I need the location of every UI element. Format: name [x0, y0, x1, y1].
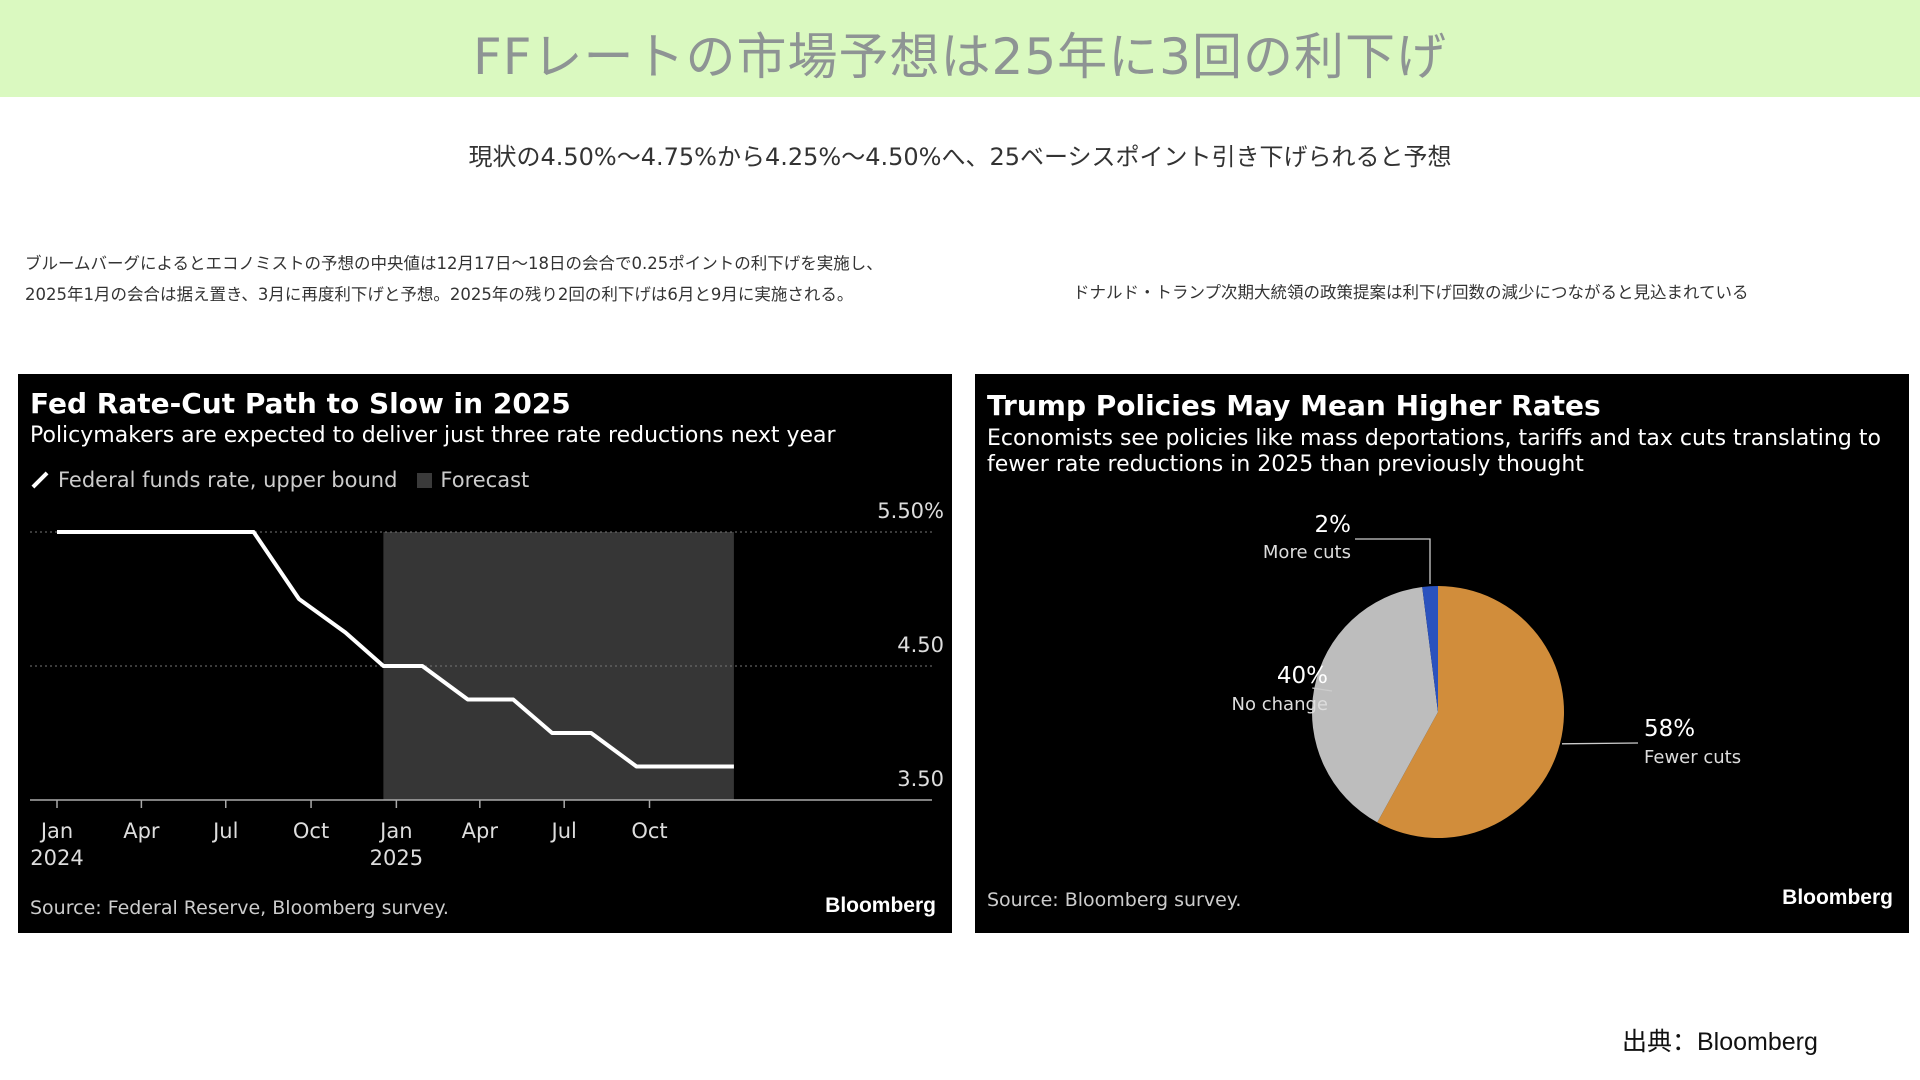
x-tick-label: Apr	[123, 819, 160, 843]
x-tick-year-label: 2025	[370, 846, 423, 870]
pie-slice-no-change	[1312, 586, 1438, 823]
pie-chart-plot: 58% Fewer cuts 40% No change 2% More cuts	[1232, 512, 1741, 838]
x-tick-label: Apr	[462, 819, 499, 843]
page-title: FFレートの市場予想は25年に3回の利下げ	[473, 28, 1447, 86]
legend-forecast-label: Forecast	[440, 468, 530, 492]
pie-category-label: No change	[1232, 694, 1328, 715]
x-tick-label: Jul	[550, 819, 577, 843]
legend-forecast-swatch	[417, 472, 433, 488]
source-credit: 出典：Bloomberg	[1622, 1028, 1818, 1056]
pie-leader-line	[1561, 742, 1639, 745]
pie-chart-subtitle: Economists see policies like mass deport…	[987, 426, 1881, 478]
line-chart-source: Source: Federal Reserve, Bloomberg surve…	[30, 897, 449, 919]
line-chart-title: Fed Rate-Cut Path to Slow in 2025	[30, 387, 571, 420]
pie-chart-title: Trump Policies May Mean Higher Rates	[987, 389, 1601, 422]
note-left-line1: ブルームバーグによるとエコノミストの予想の中央値は12月17日〜18日の会合で0…	[25, 254, 883, 273]
pie-leader-line	[1355, 538, 1431, 584]
pie-category-label: Fewer cuts	[1644, 747, 1741, 768]
pie-leader-line	[1312, 687, 1333, 692]
line-chart-subtitle: Policymakers are expected to deliver jus…	[30, 423, 836, 448]
note-left: ブルームバーグによるとエコノミストの予想の中央値は12月17日〜18日の会合で0…	[25, 248, 1025, 310]
pie-chart-subtitle-line2: fewer rate reductions in 2025 than previ…	[987, 452, 1584, 477]
policy-pie-chart-panel: Trump Policies May Mean Higher Rates Eco…	[975, 374, 1909, 933]
line-chart-legend: Federal funds rate, upper bound Forecast	[30, 468, 529, 492]
pie-category-label: More cuts	[1263, 542, 1351, 563]
x-tick-year-label: 2024	[30, 846, 83, 870]
pie-percent-label: 2%	[1315, 512, 1352, 538]
header-banner: FFレートの市場予想は25年に3回の利下げ	[0, 0, 1920, 97]
bloomberg-logo: Bloomberg	[1782, 886, 1893, 909]
bloomberg-logo: Bloomberg	[825, 894, 936, 917]
x-tick-label: Oct	[631, 819, 667, 843]
y-tick-label: 4.50	[897, 633, 944, 657]
page-subtitle: 現状の4.50%〜4.75%から4.25%〜4.50%へ、25ベーシスポイント引…	[468, 143, 1452, 171]
note-left-line2: 2025年1月の会合は据え置き、3月に再度利下げと予想。2025年の残り2回の利…	[25, 285, 854, 304]
y-tick-label: 3.50	[897, 767, 944, 791]
note-right: ドナルド・トランプ次期大統領の政策提案は利下げ回数の減少につながると見込まれてい…	[1073, 283, 1749, 302]
x-tick-label: Jan	[39, 819, 73, 843]
x-tick-label: Oct	[293, 819, 329, 843]
series-line-fed-funds-rate	[57, 530, 734, 769]
legend-rate-label: Federal funds rate, upper bound	[58, 468, 398, 492]
pie-chart-source: Source: Bloomberg survey.	[987, 889, 1242, 911]
rate-path-chart-panel: Fed Rate-Cut Path to Slow in 2025 Policy…	[18, 374, 952, 933]
pie-percent-label: 58%	[1644, 716, 1695, 742]
pie-chart-subtitle-line1: Economists see policies like mass deport…	[987, 426, 1881, 451]
line-chart-plot: 5.50% 4.50 3.50 Jan 2024 Apr Jul Oct Jan 2025 Apr J…	[30, 499, 944, 870]
x-tick-label: Jul	[211, 819, 238, 843]
pie-percent-label: 40%	[1277, 663, 1328, 689]
x-tick-label: Jan	[378, 819, 412, 843]
pie-slice-more-cuts	[1422, 586, 1438, 712]
y-tick-label: 5.50%	[877, 499, 944, 523]
pie-slice-fewer-cuts	[1377, 586, 1565, 838]
